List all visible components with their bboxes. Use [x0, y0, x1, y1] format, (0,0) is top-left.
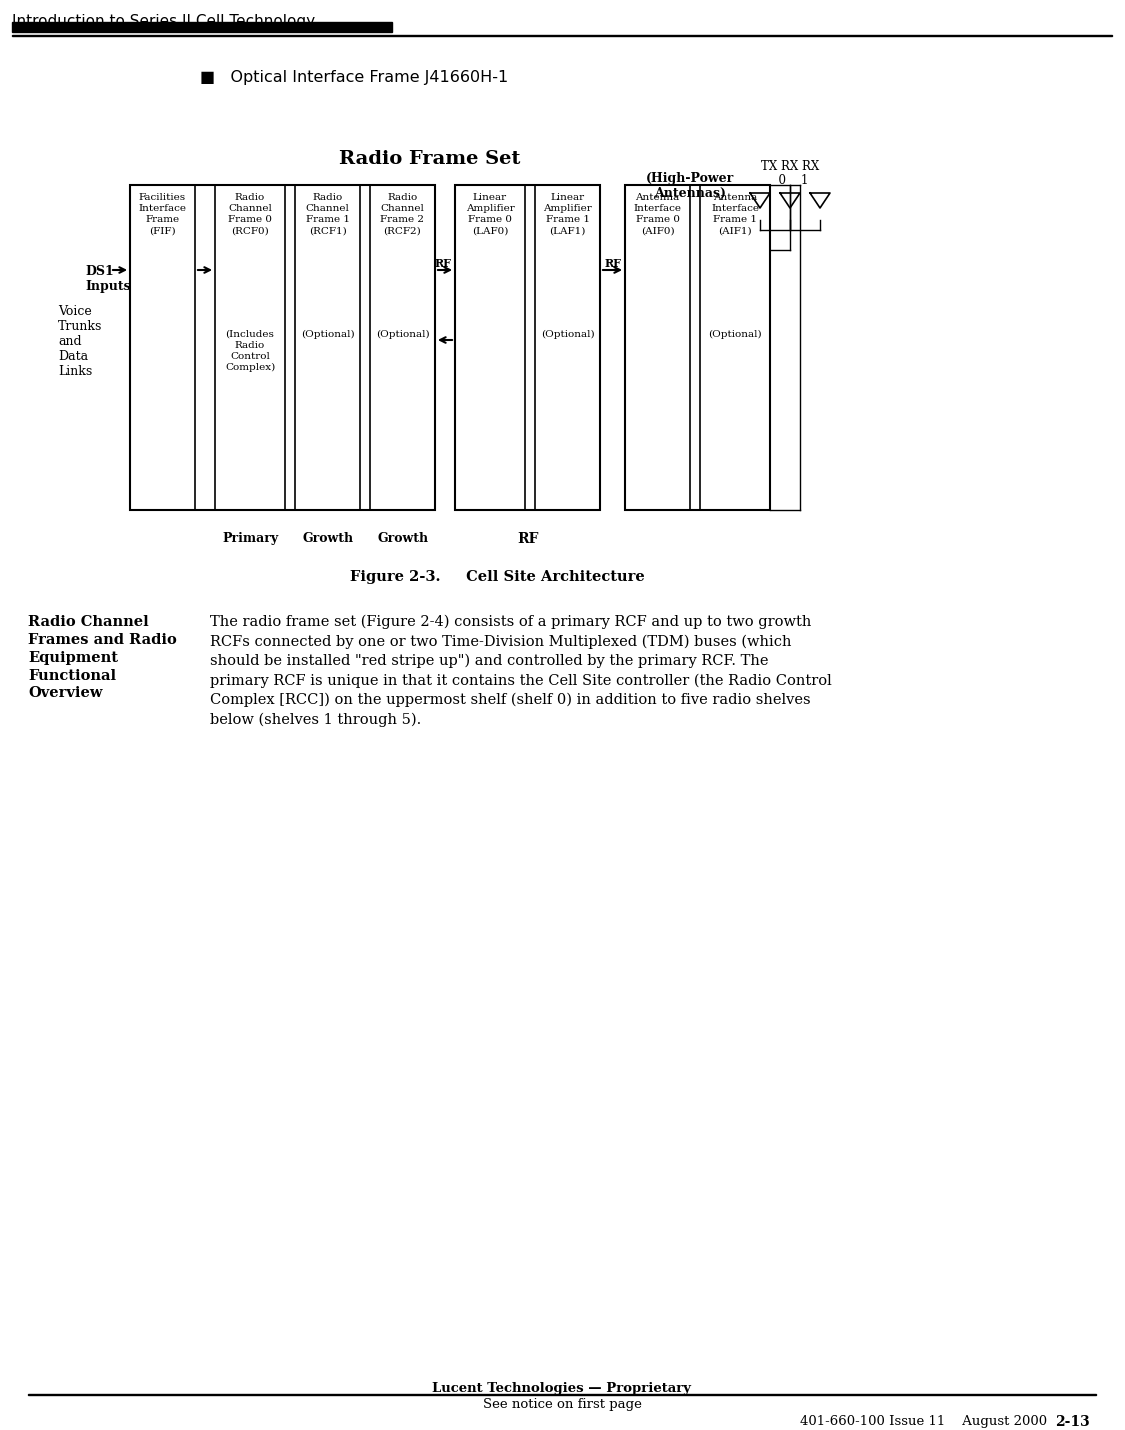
Text: RF: RF	[434, 257, 451, 269]
Bar	[455, 184, 600, 511]
Text: RF: RF	[516, 532, 538, 546]
Bar	[130, 184, 195, 511]
Text: Antenna
Interface
Frame 1
(AIF1): Antenna Interface Frame 1 (AIF1)	[711, 193, 759, 236]
Text: RF: RF	[604, 257, 621, 269]
Text: Linear
Amplifier
Frame 0
(LAF0): Linear Amplifier Frame 0 (LAF0)	[466, 193, 514, 236]
Bar	[626, 184, 770, 511]
Bar	[626, 184, 690, 511]
Bar	[215, 184, 285, 511]
Text: 2-13: 2-13	[1055, 1416, 1090, 1429]
Bar	[12, 21, 391, 31]
Text: Voice
Trunks
and
Data
Links: Voice Trunks and Data Links	[58, 305, 102, 378]
Text: (Optional): (Optional)	[300, 330, 354, 339]
Text: 401-660-100 Issue 11    August 2000: 401-660-100 Issue 11 August 2000	[800, 1416, 1047, 1429]
Text: Facilities
Interface
Frame
(FIF): Facilities Interface Frame (FIF)	[138, 193, 187, 236]
Text: (Includes
Radio
Control
Complex): (Includes Radio Control Complex)	[225, 330, 276, 372]
Text: Radio
Channel
Frame 1
(RCF1): Radio Channel Frame 1 (RCF1)	[306, 193, 350, 236]
Text: Radio Frame Set: Radio Frame Set	[340, 150, 521, 167]
Bar	[536, 184, 600, 511]
Text: Lucent Technologies — Proprietary: Lucent Technologies — Proprietary	[432, 1381, 692, 1396]
Text: Linear
Amplifier
Frame 1
(LAF1): Linear Amplifier Frame 1 (LAF1)	[543, 193, 592, 236]
Bar	[295, 184, 360, 511]
Text: The radio frame set (Figure 2-4) consists of a primary RCF and up to two growth
: The radio frame set (Figure 2-4) consist…	[210, 615, 831, 726]
Text: (High-Power
Antennas): (High-Power Antennas)	[646, 172, 735, 200]
Text: (Optional): (Optional)	[376, 330, 430, 339]
Text: Growth: Growth	[378, 532, 429, 545]
Bar	[455, 184, 525, 511]
Text: Primary: Primary	[222, 532, 278, 545]
Bar	[130, 184, 435, 511]
Text: TX RX RX: TX RX RX	[760, 160, 819, 173]
Text: Radio
Channel
Frame 0
(RCF0): Radio Channel Frame 0 (RCF0)	[228, 193, 272, 236]
Text: (Optional): (Optional)	[541, 330, 594, 339]
Bar	[12, 34, 1112, 36]
Text: ■   Optical Interface Frame J41660H-1: ■ Optical Interface Frame J41660H-1	[200, 70, 508, 84]
Text: See notice on first page: See notice on first page	[483, 1399, 641, 1411]
Text: (Optional): (Optional)	[709, 330, 762, 339]
Text: Figure 2-3.     Cell Site Architecture: Figure 2-3. Cell Site Architecture	[350, 571, 645, 583]
Text: 0    1: 0 1	[772, 174, 809, 187]
Text: Antenna
Interface
Frame 0
(AIF0): Antenna Interface Frame 0 (AIF0)	[633, 193, 682, 236]
Bar	[370, 184, 435, 511]
Bar	[700, 184, 770, 511]
Text: Radio
Channel
Frame 2
(RCF2): Radio Channel Frame 2 (RCF2)	[380, 193, 424, 236]
Text: Introduction to Series II Cell Technology: Introduction to Series II Cell Technolog…	[12, 14, 315, 29]
Text: Radio Channel
Frames and Radio
Equipment
Functional
Overview: Radio Channel Frames and Radio Equipment…	[28, 615, 177, 701]
Text: Growth: Growth	[303, 532, 353, 545]
Text: DS1
Inputs: DS1 Inputs	[86, 265, 130, 293]
